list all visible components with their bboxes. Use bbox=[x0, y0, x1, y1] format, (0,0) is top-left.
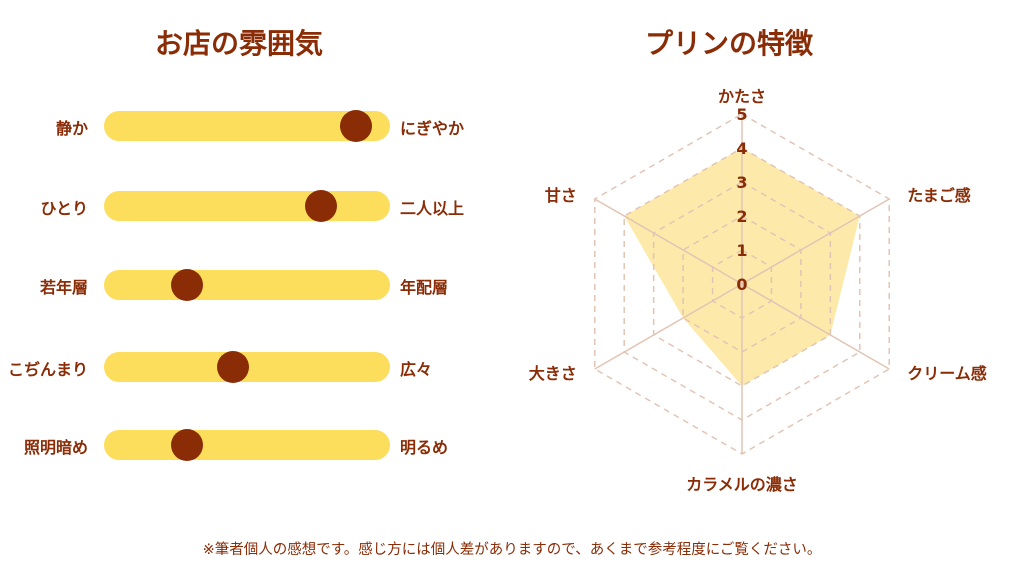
radar-chart-title: プリンの特徴 bbox=[645, 27, 814, 60]
slider-right-label: 年配層 bbox=[400, 278, 449, 297]
axis-spoke bbox=[741, 198, 890, 285]
slider-track bbox=[104, 269, 390, 301]
tick-label: 4 bbox=[736, 139, 747, 158]
slider-track bbox=[104, 190, 390, 222]
axis-label: たまご感 bbox=[907, 186, 971, 205]
axis-label: クリーム感 bbox=[907, 364, 987, 383]
slider-row-lighting: 照明暗め 明るめ bbox=[0, 424, 520, 464]
slider-row-age: 若年層 年配層 bbox=[0, 264, 520, 304]
slider-right-label: 広々 bbox=[400, 360, 433, 379]
tick-label: 2 bbox=[736, 207, 747, 226]
tick-label: 1 bbox=[736, 241, 747, 260]
axis-label: 大きさ bbox=[529, 364, 577, 383]
slider-right-label: 明るめ bbox=[400, 438, 449, 457]
slider-knob bbox=[170, 269, 203, 301]
slider-left-label: 照明暗め bbox=[23, 438, 88, 457]
atmosphere-title: お店の雰囲気 bbox=[155, 27, 324, 60]
slider-left-label: 若年層 bbox=[39, 278, 88, 297]
slider-right-label: にぎやか bbox=[400, 119, 465, 138]
slider-row-space: こぢんまり 広々 bbox=[0, 346, 520, 386]
slider-left-label: ひとり bbox=[40, 199, 88, 218]
disclaimer-note: ※筆者個人の感想です。感じ方には個人差がありますので、あくまで参考程度にご覧くだ… bbox=[202, 542, 822, 558]
slider-left-label: 静か bbox=[55, 119, 88, 138]
slider-knob bbox=[339, 110, 372, 142]
slider-knob bbox=[305, 190, 338, 222]
slider-track bbox=[104, 351, 390, 383]
slider-right-label: 二人以上 bbox=[400, 199, 465, 218]
axis-label: 甘さ bbox=[545, 186, 577, 205]
axis-spoke bbox=[741, 283, 890, 370]
axis-spoke bbox=[594, 198, 743, 285]
tick-label: 0 bbox=[736, 275, 747, 294]
axis-spoke bbox=[594, 283, 743, 370]
tick-label: 3 bbox=[736, 173, 747, 192]
slider-row-quietness: 静か にぎやか bbox=[0, 105, 520, 145]
tick-label: 5 bbox=[736, 105, 747, 124]
slider-row-group-size: ひとり 二人以上 bbox=[0, 185, 520, 225]
axis-label: カラメルの濃さ bbox=[686, 475, 798, 494]
axis-label: かたさ bbox=[718, 87, 766, 106]
slider-track bbox=[104, 110, 390, 142]
slider-left-label: こぢんまり bbox=[7, 360, 88, 379]
slider-track bbox=[104, 429, 390, 461]
slider-knob bbox=[170, 429, 203, 461]
slider-knob bbox=[216, 351, 249, 383]
